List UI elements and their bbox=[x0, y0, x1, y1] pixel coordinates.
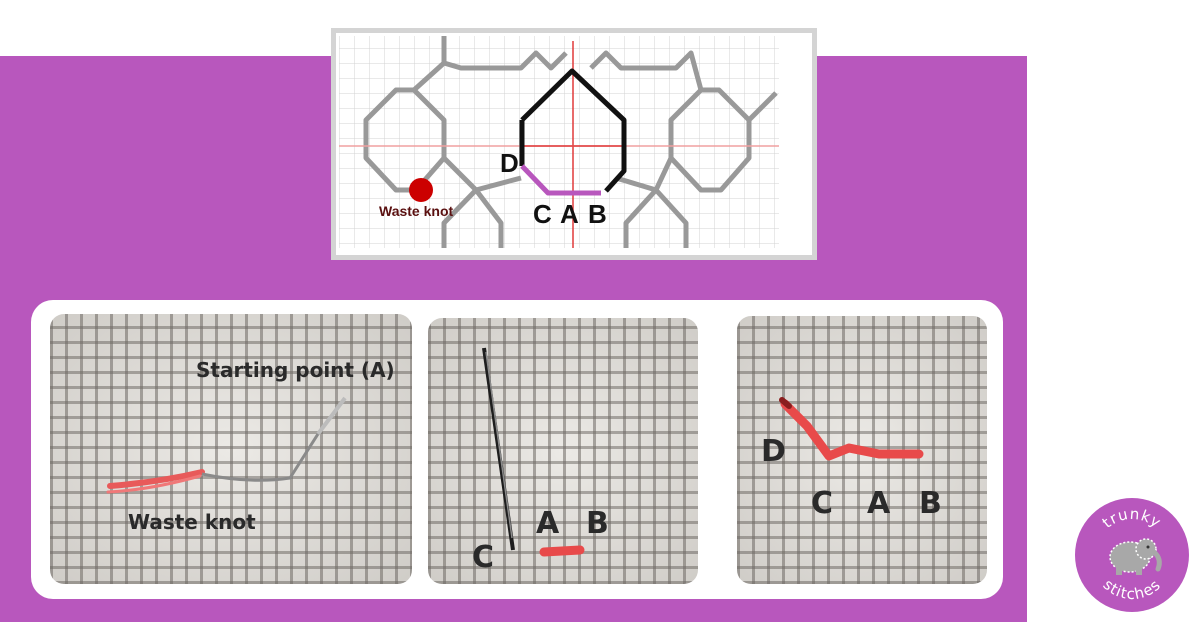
stitch-path bbox=[520, 164, 601, 196]
needle bbox=[482, 347, 515, 551]
photo-3-overlay bbox=[779, 397, 924, 461]
label-waste-knot: Waste knot bbox=[379, 203, 453, 219]
label-c: C bbox=[472, 540, 495, 575]
logo-badge: trunky stitches bbox=[1075, 498, 1189, 612]
elephant-icon bbox=[1109, 538, 1162, 575]
brand-logo[interactable]: trunky stitches bbox=[1074, 497, 1190, 613]
label-a: A bbox=[560, 199, 579, 229]
thread-end bbox=[779, 397, 792, 409]
stitch-line bbox=[780, 399, 924, 461]
waste-knot-dot bbox=[409, 178, 433, 202]
label-a: A bbox=[536, 506, 560, 541]
label-b: B bbox=[586, 506, 609, 541]
photo-1-overlay bbox=[106, 396, 347, 494]
needle bbox=[316, 396, 347, 436]
label-c: C bbox=[811, 486, 834, 521]
stitch-diagram: D C A B Waste knot bbox=[331, 28, 817, 260]
label-d: D bbox=[500, 148, 519, 178]
grid-background bbox=[339, 36, 779, 248]
waste-thread-strand bbox=[106, 474, 202, 494]
label-b: B bbox=[588, 199, 607, 229]
photo-stitches: D C A B bbox=[737, 316, 987, 584]
waste-thread bbox=[107, 469, 205, 489]
label-a: A bbox=[867, 486, 891, 521]
label-c: C bbox=[533, 199, 552, 229]
label-b: B bbox=[919, 486, 942, 521]
needle-highlight bbox=[485, 351, 513, 539]
needle-thread bbox=[201, 401, 344, 482]
label-starting-point: Starting point (A) bbox=[196, 358, 395, 382]
label-d: D bbox=[761, 434, 786, 469]
active-octagon-outline bbox=[520, 68, 627, 193]
pattern-outlines bbox=[363, 36, 778, 248]
photo-waste-knot: Starting point (A) Waste knot bbox=[50, 314, 412, 584]
diagram-canvas: D C A B Waste knot bbox=[339, 36, 779, 248]
stitch-ab bbox=[539, 545, 585, 557]
photo-2-overlay bbox=[482, 347, 585, 557]
photo-needle: C A B bbox=[428, 318, 698, 584]
center-axes bbox=[339, 41, 779, 248]
label-waste-knot-photo: Waste knot bbox=[128, 510, 256, 534]
photo-panel: Starting point (A) Waste knot C A B D C … bbox=[31, 300, 1003, 599]
